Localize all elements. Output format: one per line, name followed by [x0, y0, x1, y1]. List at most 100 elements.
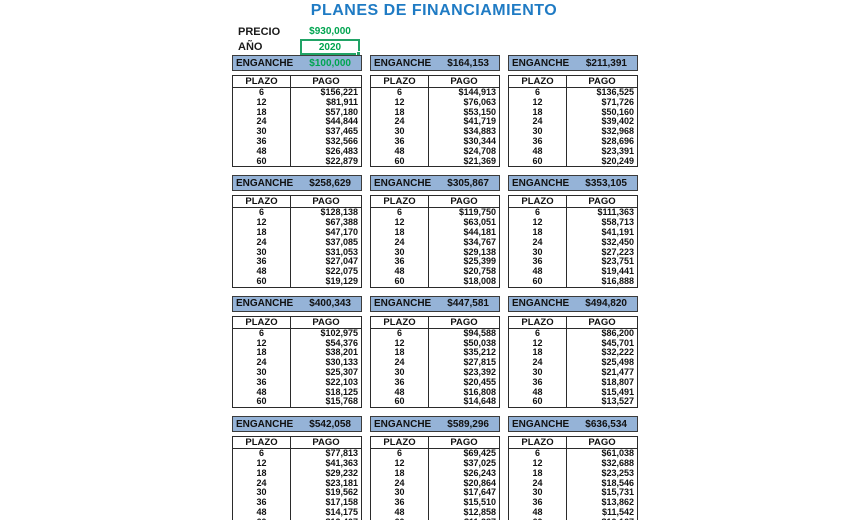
anio-value-text: 2020	[318, 41, 342, 53]
pago-cell: $19,562	[325, 487, 358, 498]
table-row: 6 $94,588	[370, 328, 500, 339]
table-row: 24 $27,815	[370, 357, 500, 368]
pago-cell: $69,425	[463, 448, 496, 459]
plan-table-header-row: PLAZO PAGO	[232, 436, 362, 450]
pago-cell: $28,696	[601, 135, 634, 146]
plazo-cell: 12	[232, 97, 291, 108]
table-row: 12 $58,713	[508, 217, 638, 228]
pago-cell: $128,138	[320, 207, 358, 218]
pago-cell: $34,883	[463, 126, 496, 137]
table-row: 48 $14,175	[232, 507, 362, 518]
plazo-cell: 30	[508, 126, 567, 137]
plazo-column-header: PLAZO	[508, 75, 567, 88]
plan-card: ENGANCHE $494,820 PLAZO PAGO 6 $86,200 12 $…	[508, 295, 638, 409]
plazo-cell: 6	[232, 87, 291, 98]
pago-cell: $16,808	[463, 386, 496, 397]
pago-cell: $22,879	[325, 155, 358, 166]
enganche-value: $353,105	[585, 177, 627, 189]
table-row: 48 $20,758	[370, 266, 500, 277]
plazo-cell: 12	[370, 97, 429, 108]
table-row: 48 $26,483	[232, 146, 362, 157]
table-row: 36 $13,862	[508, 497, 638, 508]
pago-cell: $37,465	[325, 126, 358, 137]
table-row: 60 $18,008	[370, 275, 500, 288]
plazo-cell: 30	[508, 247, 567, 258]
pago-cell: $136,525	[596, 87, 634, 97]
plan-card: ENGANCHE $258,629 PLAZO PAGO 6 $128,138 12…	[232, 175, 362, 288]
plan-card: ENGANCHE $447,581 PLAZO PAGO 6 $94,588 12 $…	[370, 295, 500, 409]
plan-table-header-row: PLAZO PAGO	[370, 316, 500, 329]
table-row: 18 $50,160	[508, 107, 638, 118]
pago-cell: $144,913	[458, 87, 496, 97]
table-row: 36 $22,103	[232, 376, 362, 388]
table-row: 36 $25,399	[370, 257, 500, 268]
plazo-cell: 30	[370, 488, 429, 499]
precio-label: PRECIO	[238, 25, 281, 38]
pago-cell: $102,975	[320, 327, 358, 338]
pago-column-header: PAGO	[566, 75, 638, 88]
pago-cell: $20,758	[463, 266, 496, 277]
table-row: 60 $15,768	[232, 396, 362, 408]
table-row: 30 $31,053	[232, 247, 362, 258]
table-row: 48 $11,542	[508, 507, 638, 518]
pago-column-header: PAGO	[428, 436, 500, 450]
table-row: 36 $15,510	[370, 497, 500, 508]
plazo-cell: 24	[370, 478, 429, 489]
table-row: 12 $32,688	[508, 458, 638, 469]
table-row: 48 $18,125	[232, 387, 362, 398]
pago-cell: $30,133	[325, 357, 358, 368]
table-row: 12 $71,726	[508, 97, 638, 108]
pago-cell: $15,731	[601, 487, 634, 498]
enganche-header: ENGANCHE $164,153	[370, 55, 500, 71]
pago-cell: $18,008	[463, 275, 496, 286]
plan-table: PLAZO PAGO 6 $77,813 12 $41,363 18 $29,232 24 $…	[232, 436, 362, 520]
plazo-cell: 24	[370, 237, 429, 248]
pago-column-header: PAGO	[428, 195, 500, 209]
plazo-cell: 36	[508, 377, 567, 388]
precio-value-cell[interactable]: $930,000	[309, 26, 351, 37]
enganche-label: ENGANCHE	[374, 57, 432, 69]
plazo-cell: 18	[370, 227, 429, 238]
plazo-cell: 30	[370, 126, 429, 137]
plan-table: PLAZO PAGO 6 $144,913 12 $76,063 18 $53,150 24…	[370, 75, 500, 168]
table-row: 6 $156,221	[232, 87, 362, 98]
plan-table: PLAZO PAGO 6 $86,200 12 $45,701 18 $32,222 24 $…	[508, 315, 638, 409]
plazo-cell: 12	[232, 338, 291, 349]
plan-card: ENGANCHE $636,534 PLAZO PAGO 6 $61,038 12 $…	[508, 416, 638, 520]
table-row: 48 $22,075	[232, 266, 362, 277]
table-row: 24 $20,864	[370, 477, 500, 489]
enganche-label: ENGANCHE	[512, 298, 570, 310]
table-row: 18 $26,243	[370, 468, 500, 479]
plazo-cell: 18	[370, 348, 429, 359]
table-row: 18 $29,232	[232, 468, 362, 479]
pago-column-header: PAGO	[290, 75, 362, 88]
pago-cell: $37,025	[463, 457, 496, 468]
enganche-value: $494,820	[585, 298, 627, 310]
plan-table-header-row: PLAZO PAGO	[508, 195, 638, 209]
pago-cell: $13,527	[601, 396, 634, 407]
plazo-cell: 18	[232, 348, 291, 359]
enganche-value: $164,153	[447, 57, 489, 69]
plazo-cell: 6	[232, 448, 291, 459]
pago-column-header: PAGO	[290, 436, 362, 450]
plazo-column-header: PLAZO	[370, 195, 429, 209]
plazo-cell: 12	[508, 338, 567, 349]
pago-cell: $22,103	[325, 376, 358, 387]
pago-cell: $20,864	[463, 477, 496, 488]
plazo-cell: 12	[370, 458, 429, 469]
enganche-value: $589,296	[447, 418, 489, 430]
plan-card: ENGANCHE $305,867 PLAZO PAGO 6 $119,750 12…	[370, 175, 500, 288]
pago-column-header: PAGO	[566, 436, 638, 450]
enganche-header: ENGANCHE $542,058	[232, 416, 362, 433]
enganche-label: ENGANCHE	[374, 298, 432, 310]
pago-cell: $37,085	[325, 236, 358, 247]
table-row: 60 $16,888	[508, 276, 638, 288]
plazo-cell: 48	[508, 146, 567, 157]
pago-cell: $18,807	[601, 376, 634, 387]
pago-cell: $23,391	[601, 145, 634, 156]
enganche-header: ENGANCHE $100,000	[232, 55, 362, 71]
table-row: 60$12,407	[232, 517, 362, 520]
anio-value-cell[interactable]: 2020	[300, 38, 361, 56]
pago-column-header: PAGO	[290, 195, 362, 209]
plan-table-header-row: PLAZO PAGO	[370, 195, 500, 209]
